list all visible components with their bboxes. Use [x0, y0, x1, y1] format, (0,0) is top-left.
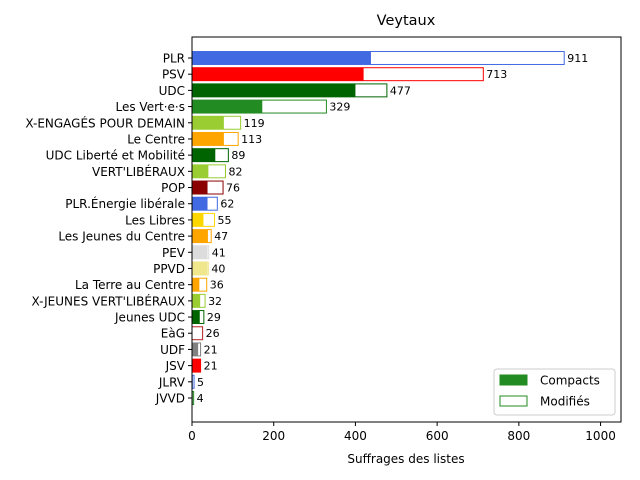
y-tick-label: UDC: [159, 84, 185, 98]
y-tick-label: PEV: [162, 246, 186, 260]
y-tick-label: JSV: [165, 359, 186, 373]
bar-compacts: [192, 213, 204, 227]
value-label: 55: [217, 214, 231, 227]
y-tick-label: UDF: [160, 343, 185, 357]
bar-compacts: [192, 197, 208, 211]
y-tick-label: VERT'LIBÉRAUX: [92, 164, 185, 179]
chart-title: Veytaux: [377, 13, 436, 29]
y-tick-label: La Terre au Centre: [75, 278, 185, 292]
bar-compacts: [192, 294, 201, 308]
legend-swatch: [499, 374, 528, 386]
value-label: 119: [244, 117, 265, 130]
y-tick-label: JLRV: [158, 375, 186, 389]
value-label: 713: [486, 68, 507, 81]
value-label: 477: [390, 84, 411, 97]
axes-frame: [191, 36, 622, 423]
bar-compacts: [192, 181, 208, 194]
bar-compacts: [192, 164, 209, 178]
value-label: 76: [226, 182, 240, 195]
y-tick-label: PPVD: [153, 262, 185, 276]
value-label: 47: [214, 230, 228, 243]
y-tick-label: X-JEUNES VERT'LIBÉRAUX: [31, 293, 185, 308]
value-label: 113: [241, 133, 262, 146]
y-tick-label: Le Centre: [127, 132, 185, 146]
bar-compacts: [192, 100, 263, 114]
x-tick-label: 1000: [585, 429, 616, 443]
value-label: 5: [197, 376, 204, 389]
legend-label: Compacts: [540, 374, 600, 388]
legend-swatch: [499, 395, 528, 407]
value-label: 26: [206, 327, 220, 340]
bar-compacts: [192, 278, 200, 292]
value-label: 89: [231, 149, 245, 162]
bar-compacts: [192, 342, 199, 356]
plot-area: PLR 911 PSV 713 UDC 477 Les Vert·e·s 329 X-ENGAG…: [25, 36, 622, 443]
value-label: 29: [207, 311, 221, 324]
value-label: 82: [229, 165, 243, 178]
value-label: 62: [220, 198, 234, 211]
bar-compacts: [192, 132, 224, 146]
value-label: 4: [197, 392, 204, 405]
x-tick-label: 400: [344, 429, 367, 443]
value-label: 21: [204, 360, 218, 373]
y-tick-label: Les Jeunes du Centre: [58, 230, 185, 244]
value-label: 329: [329, 101, 350, 114]
x-tick-label: 200: [262, 429, 285, 443]
bar-compacts: [192, 310, 200, 324]
x-tick-label: 0: [188, 429, 196, 443]
value-label: 36: [210, 279, 224, 292]
x-tick-label: 600: [426, 429, 449, 443]
y-tick-label: POP: [161, 181, 185, 195]
bar-compacts: [192, 245, 208, 259]
value-label: 41: [212, 246, 226, 259]
bar-compacts: [192, 359, 201, 373]
bar-compacts: [192, 262, 208, 275]
y-tick-label: PLR.Énergie libérale: [65, 196, 185, 211]
x-axis-label: Suffrages des listes: [347, 452, 464, 466]
y-tick-label: X-ENGAGÉS POUR DEMAIN: [25, 115, 185, 130]
y-tick-label: Les Libres: [125, 213, 185, 227]
value-label: 911: [567, 52, 588, 65]
bar-compacts: [192, 229, 208, 243]
bar-compacts: [192, 67, 364, 81]
value-label: 32: [208, 295, 222, 308]
legend-label: Modifiés: [540, 395, 590, 409]
y-tick-label: PLR: [163, 52, 185, 66]
y-tick-label: UDC Liberté et Mobilité: [46, 149, 185, 163]
y-tick-label: JVVD: [155, 392, 185, 406]
y-tick-label: Les Vert·e·s: [116, 100, 186, 114]
bar-compacts: [192, 83, 356, 97]
y-tick-label: Jeunes UDC: [114, 311, 185, 325]
value-label: 40: [211, 262, 225, 275]
bar-compacts: [192, 51, 371, 65]
bar-compacts: [192, 148, 216, 162]
x-tick-label: 800: [507, 429, 530, 443]
y-tick-label: EàG: [161, 327, 185, 341]
value-label: 21: [204, 343, 218, 356]
bar-compacts: [192, 116, 224, 130]
y-tick-label: PSV: [162, 68, 186, 82]
legend: Compacts Modifiés: [493, 368, 616, 416]
bar-modifies: [191, 326, 204, 341]
